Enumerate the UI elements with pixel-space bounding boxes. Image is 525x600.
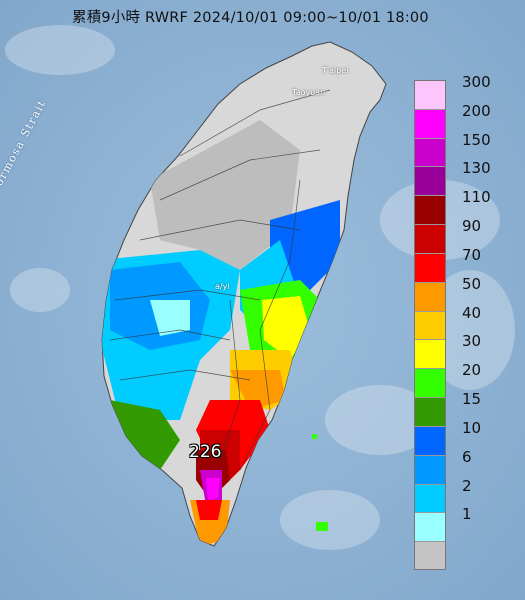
rain-zone-200 <box>206 478 220 500</box>
rainfall-legend: 300 200 150 130 110 90 70 50 40 30 20 15 10 6 2 1 <box>414 73 516 571</box>
rain-zone-30 <box>262 296 310 360</box>
orchid-island-spot <box>316 522 328 531</box>
legend-label: 30 <box>462 332 482 351</box>
legend-swatch <box>414 80 446 109</box>
rain-zone-light <box>150 300 190 336</box>
legend-swatch <box>414 108 446 138</box>
max-rainfall-label: 226 <box>189 442 222 462</box>
legend-swatch <box>414 195 446 225</box>
legend-label: 110 <box>462 188 491 207</box>
legend-swatch <box>414 166 446 196</box>
legend-swatch <box>414 483 446 513</box>
legend-label: 300 <box>462 73 491 91</box>
legend-swatch <box>414 224 446 254</box>
legend-swatch <box>414 281 446 311</box>
place-label-taipei: T'aipei <box>322 66 349 75</box>
map-title: 累積9小時 RWRF 2024/10/01 09:00~10/01 18:00 <box>72 10 429 26</box>
legend-label: 6 <box>462 447 472 466</box>
legend-label: 70 <box>462 245 482 264</box>
legend-label: 20 <box>462 361 482 380</box>
legend-label: 90 <box>462 217 482 236</box>
legend-label: 10 <box>462 418 482 437</box>
legend-label: 1 <box>462 505 472 524</box>
rain-zone-south-tip-red <box>196 500 222 520</box>
place-label-chiayi: a/yi <box>215 282 230 291</box>
legend-swatch <box>414 310 446 340</box>
legend-swatch <box>414 368 446 398</box>
legend-swatch <box>414 137 446 167</box>
green-island-spot <box>312 434 317 439</box>
legend-swatch <box>414 541 446 571</box>
county-boundaries <box>109 89 331 471</box>
legend-label: 200 <box>462 101 491 120</box>
legend-swatch <box>414 454 446 484</box>
legend-swatch <box>414 339 446 369</box>
legend-label: 50 <box>462 274 482 293</box>
rain-zone-50 <box>230 370 286 410</box>
legend-label: 40 <box>462 303 482 322</box>
legend-label: 2 <box>462 476 472 495</box>
rain-zone-none <box>150 120 300 270</box>
legend-swatch <box>414 397 446 427</box>
legend-swatch <box>414 512 446 542</box>
legend-label: 15 <box>462 390 482 409</box>
legend-swatch <box>414 252 446 282</box>
legend-label: 130 <box>462 159 491 178</box>
rain-zone-15 <box>110 400 180 470</box>
legend-label: 150 <box>462 130 491 149</box>
place-label-taoyuan: Taoyuan <box>292 88 326 97</box>
legend-swatch <box>414 425 446 455</box>
